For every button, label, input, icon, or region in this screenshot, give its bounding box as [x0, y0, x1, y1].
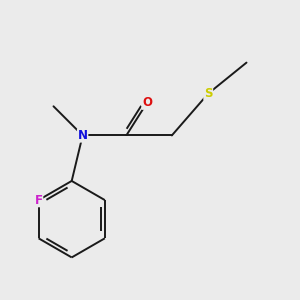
Text: N: N: [78, 129, 88, 142]
Text: O: O: [142, 96, 152, 109]
Text: S: S: [204, 87, 212, 100]
Text: F: F: [34, 194, 43, 207]
